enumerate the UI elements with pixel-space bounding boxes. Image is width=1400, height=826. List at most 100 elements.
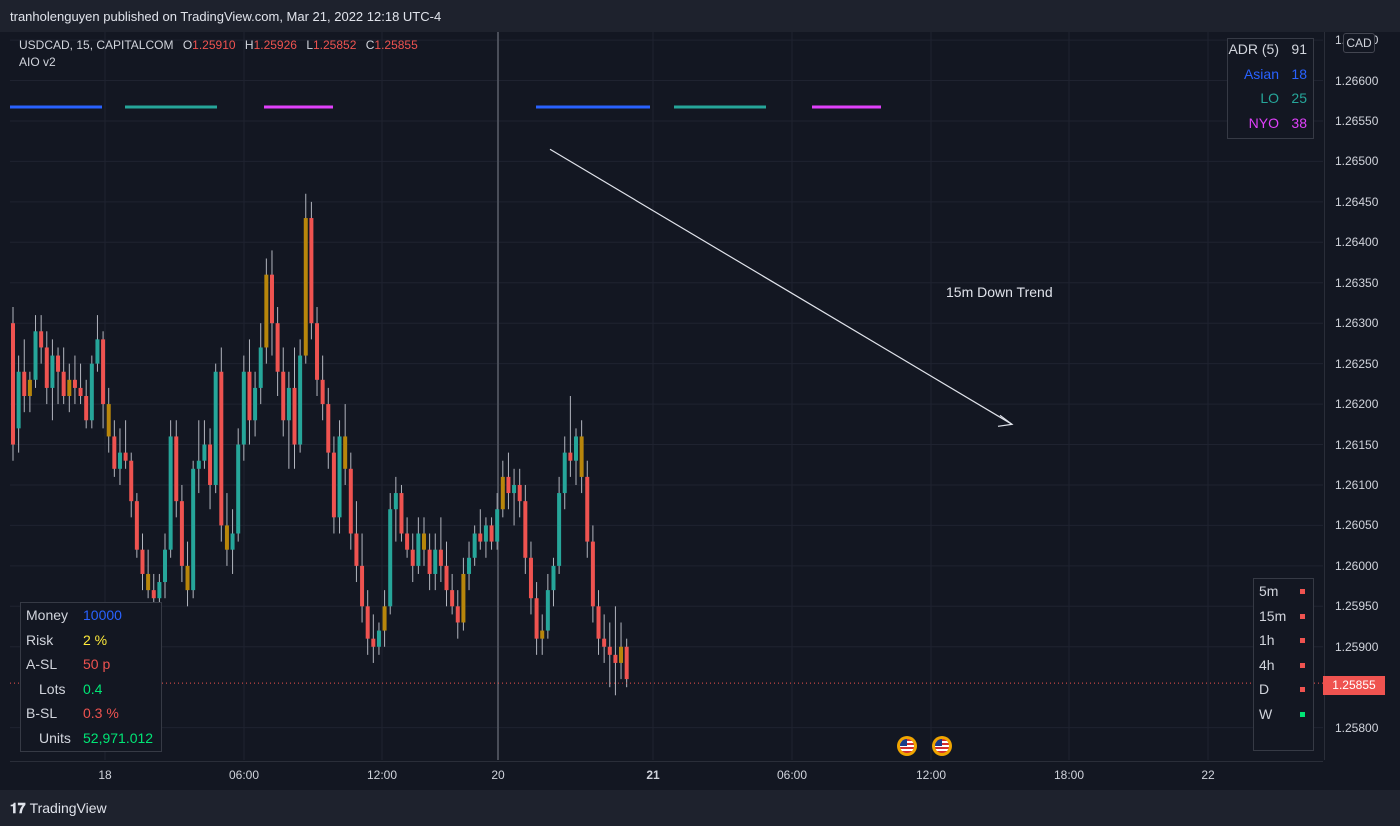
candle-body <box>168 436 173 550</box>
timeframe-label: W <box>1259 705 1273 722</box>
candle-body <box>315 323 320 380</box>
candle-body <box>455 606 460 623</box>
candle-body <box>140 549 145 574</box>
candle-body <box>574 436 578 461</box>
candle-body <box>253 387 258 421</box>
price-tick-label: 1.26400 <box>1335 235 1379 250</box>
candle-body <box>309 218 314 324</box>
price-tick-label: 1.25800 <box>1335 720 1379 735</box>
time-axis[interactable]: 18 06:00 12:00 20 21 06:00 12:00 18:00 22 <box>10 761 1323 790</box>
candle-body <box>371 638 376 647</box>
candle-body <box>129 460 134 502</box>
candle-body <box>151 590 156 599</box>
candle-body <box>33 331 38 380</box>
arrow-head-icon <box>997 414 1014 427</box>
candle-body <box>517 484 522 502</box>
adr-row: ADR (5) 91 <box>1228 41 1307 57</box>
timeframe-row: D <box>1259 681 1311 697</box>
timeframe-label: 5m <box>1259 583 1279 599</box>
candle-body <box>196 460 201 469</box>
timeframe-label: 4h <box>1259 656 1275 673</box>
price-tick-label: 1.26500 <box>1335 154 1379 169</box>
price-tick-label: 1.26150 <box>1335 437 1379 452</box>
symbol-info: USDCAD, 15, CAPITALCOM <box>19 38 174 52</box>
candle-body <box>320 379 325 405</box>
low-label: L <box>306 38 313 52</box>
candle-body <box>219 371 224 526</box>
us-flag-event-icon[interactable] <box>932 736 952 756</box>
candle-body <box>112 436 117 469</box>
candle-body <box>56 355 61 372</box>
money-label: Lots <box>39 680 66 697</box>
candle-body <box>269 274 274 324</box>
price-tick-label: 1.26600 <box>1335 73 1379 88</box>
trend-dot-icon <box>1300 662 1305 668</box>
candle-body <box>450 590 455 607</box>
money-label: B-SL <box>26 705 58 721</box>
candle-body <box>602 638 607 647</box>
timeframe-trend-table: 5m 15m 1h 4h D W <box>1253 578 1314 751</box>
candle-body <box>388 509 393 607</box>
candle-body <box>326 404 331 453</box>
trend-dot-icon <box>1300 687 1305 692</box>
price-tick-label: 1.25900 <box>1335 639 1379 654</box>
chart-area[interactable] <box>10 32 1323 760</box>
candle-body <box>230 533 235 550</box>
trend-annotation[interactable]: 15m Down Trend <box>946 284 1053 300</box>
price-tick-label: 1.26200 <box>1335 397 1379 412</box>
timeframe-label: 1h <box>1259 632 1275 648</box>
candle-body <box>410 549 415 566</box>
adr-label: LO <box>1260 90 1279 106</box>
candle-body <box>483 525 488 542</box>
candle-body <box>236 444 241 534</box>
candle-body <box>117 452 122 469</box>
candle-body <box>421 533 426 550</box>
price-axis[interactable]: 1.266501.266001.265501.265001.264501.264… <box>1324 32 1400 760</box>
adr-row: LO 25 <box>1260 90 1307 106</box>
us-flag-event-icon[interactable] <box>897 736 917 756</box>
timeframe-label: D <box>1259 681 1270 697</box>
indicator-name[interactable]: AIO v2 <box>19 55 56 69</box>
symbol-legend[interactable]: USDCAD, 15, CAPITALCOM O1.25910 H1.25926… <box>19 38 418 52</box>
money-value: 0.3 % <box>83 705 119 721</box>
close-label: C <box>365 38 375 52</box>
candle-body <box>146 573 151 591</box>
adr-value: 91 <box>1291 41 1307 57</box>
candle-body <box>382 606 387 631</box>
candle-body <box>72 379 77 388</box>
time-tick-label: 06:00 <box>776 768 808 782</box>
adr-row: NYO 38 <box>1249 115 1307 131</box>
candle-body <box>354 533 359 566</box>
adr-label: Asian <box>1243 65 1279 82</box>
candlestick-chart[interactable] <box>10 32 1323 760</box>
time-tick-label: 22 <box>1201 768 1215 782</box>
money-value: 0.4 <box>83 680 103 697</box>
adr-row: Asian 18 <box>1244 66 1307 82</box>
money-label: A-SL <box>26 656 58 672</box>
candle-body <box>258 347 263 388</box>
candle-body <box>264 274 269 348</box>
candle-body <box>106 404 111 437</box>
time-tick-label: 18:00 <box>1053 768 1085 782</box>
money-label: Units <box>39 729 71 746</box>
candle-body <box>500 476 505 510</box>
candle-body <box>22 371 27 396</box>
high-label: H <box>244 38 254 52</box>
timeframe-row: 1h <box>1259 632 1311 648</box>
candle-body <box>551 565 556 591</box>
candle-body <box>376 630 381 647</box>
price-tick-label: 1.26100 <box>1335 477 1379 492</box>
candle-body <box>292 387 297 445</box>
adr-table: ADR (5) 91 Asian 18 LO 25 NYO 38 <box>1227 38 1314 139</box>
money-value: 2 % <box>83 631 108 648</box>
candle-body <box>585 476 590 542</box>
close-value: 1.25855 <box>374 38 418 52</box>
high-value: 1.25926 <box>253 38 297 52</box>
candle-body <box>557 493 562 566</box>
candle-body <box>467 557 472 574</box>
currency-label[interactable]: CAD <box>1343 33 1375 53</box>
candle-body <box>101 339 106 405</box>
price-tick-label: 1.26300 <box>1335 316 1379 331</box>
open-value: 1.25910 <box>192 38 236 52</box>
tradingview-logo[interactable]: 𝟏𝟕 TradingView <box>10 800 107 817</box>
